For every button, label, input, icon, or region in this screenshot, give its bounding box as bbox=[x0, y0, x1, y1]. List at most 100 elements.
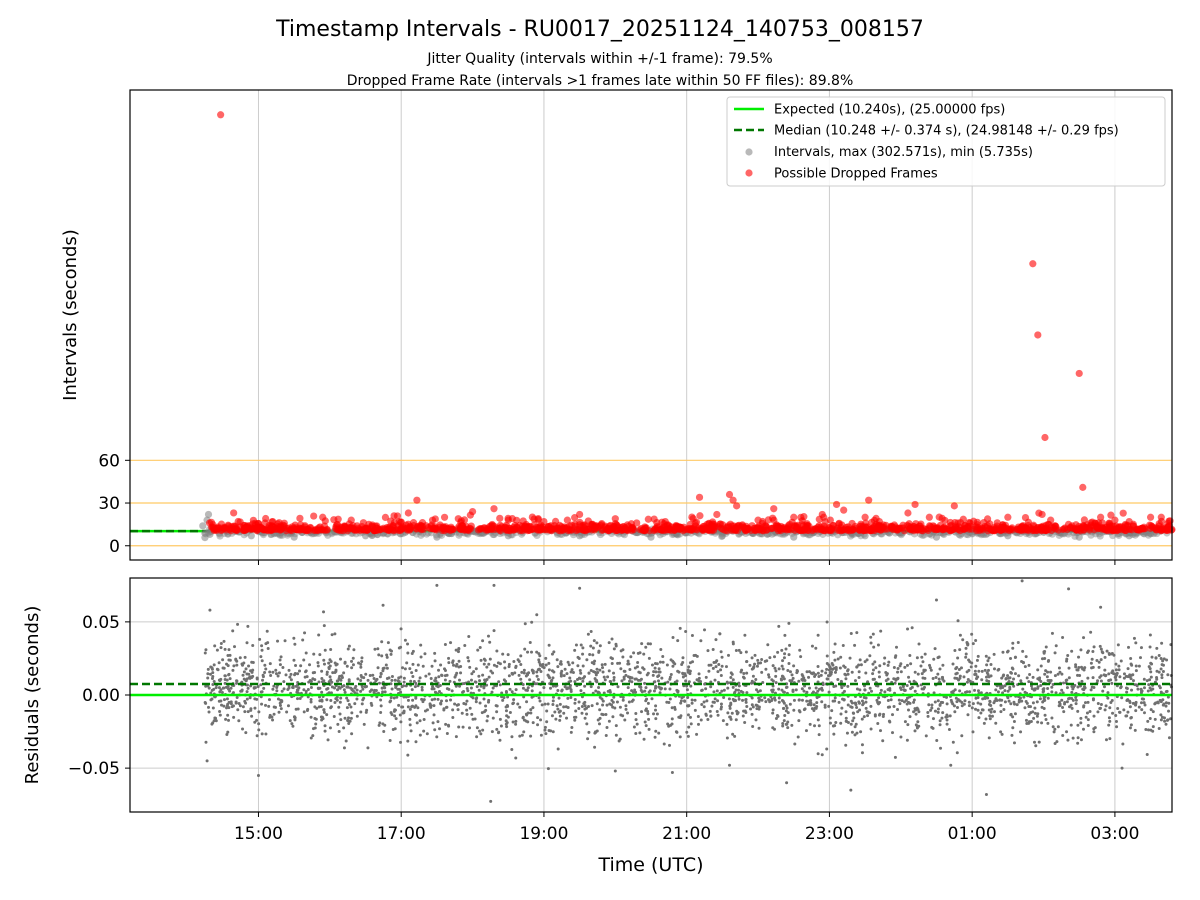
residual-point bbox=[228, 677, 232, 681]
residual-point bbox=[711, 666, 715, 670]
residual-point bbox=[660, 676, 664, 680]
residual-point bbox=[474, 667, 478, 671]
residual-point bbox=[844, 719, 848, 723]
residual-point bbox=[834, 668, 838, 672]
residual-point bbox=[864, 700, 868, 704]
residual-point bbox=[323, 729, 327, 733]
residual-point bbox=[414, 669, 418, 673]
residual-point bbox=[706, 649, 710, 653]
residual-point bbox=[727, 697, 731, 701]
residual-point bbox=[608, 690, 612, 694]
residual-point bbox=[430, 664, 434, 668]
residual-point bbox=[1053, 651, 1057, 655]
residual-point bbox=[902, 700, 906, 704]
residual-point bbox=[360, 702, 364, 706]
residual-point bbox=[1046, 696, 1050, 700]
residual-point bbox=[470, 712, 474, 716]
residual-point bbox=[728, 706, 732, 710]
dropped-frame-point bbox=[432, 526, 440, 534]
residual-point bbox=[322, 624, 326, 628]
residual-point bbox=[751, 674, 755, 678]
residual-point bbox=[378, 675, 382, 679]
residual-point bbox=[1082, 636, 1086, 640]
residual-point bbox=[241, 673, 245, 677]
residual-point bbox=[606, 675, 610, 679]
residual-point bbox=[482, 662, 486, 666]
residual-point bbox=[1025, 676, 1029, 680]
residual-point bbox=[489, 799, 493, 803]
residual-point bbox=[390, 687, 394, 691]
residual-point bbox=[356, 677, 360, 681]
dropped-frame-point bbox=[248, 525, 256, 533]
residual-point bbox=[581, 646, 585, 650]
residual-point bbox=[498, 683, 502, 687]
residual-point bbox=[1103, 655, 1107, 659]
residual-point bbox=[908, 715, 912, 719]
residual-point bbox=[385, 655, 389, 659]
residual-point bbox=[558, 702, 562, 706]
residual-point bbox=[272, 705, 276, 709]
residual-point bbox=[451, 708, 455, 712]
residual-point bbox=[308, 663, 312, 667]
residual-point bbox=[980, 678, 984, 682]
residual-point bbox=[992, 710, 996, 714]
dropped-frame-point bbox=[610, 523, 618, 531]
residual-point bbox=[956, 656, 960, 660]
residual-point bbox=[496, 731, 500, 735]
dropped-frame-point bbox=[611, 515, 619, 523]
residual-point bbox=[933, 647, 937, 651]
dropped-frame-point bbox=[528, 513, 536, 521]
residual-point bbox=[799, 655, 803, 659]
residual-point bbox=[607, 669, 611, 673]
residual-point bbox=[1003, 689, 1007, 693]
residual-point bbox=[399, 645, 403, 649]
residual-point bbox=[820, 669, 824, 673]
dropped-frame-point bbox=[935, 513, 943, 521]
residual-point bbox=[852, 711, 856, 715]
residual-point bbox=[1102, 685, 1106, 689]
residual-point bbox=[451, 716, 455, 720]
residual-point bbox=[474, 697, 478, 701]
residual-point bbox=[1111, 669, 1115, 673]
residual-point bbox=[1076, 668, 1080, 672]
residual-point bbox=[342, 726, 346, 730]
residual-point bbox=[445, 699, 449, 703]
residual-point bbox=[1066, 653, 1070, 657]
residual-point bbox=[763, 696, 767, 700]
residual-point bbox=[699, 639, 703, 643]
residual-point bbox=[233, 645, 237, 649]
residual-point bbox=[695, 678, 699, 682]
dropped-frame-point bbox=[688, 526, 696, 534]
residual-point bbox=[1130, 688, 1134, 692]
residual-point bbox=[503, 666, 507, 670]
residual-point bbox=[979, 702, 983, 706]
residual-point bbox=[549, 729, 553, 733]
residual-point bbox=[915, 726, 919, 730]
residual-point bbox=[325, 698, 329, 702]
residual-point bbox=[813, 706, 817, 710]
residual-point bbox=[551, 702, 555, 706]
residual-point bbox=[495, 710, 499, 714]
residual-point bbox=[261, 673, 265, 677]
residual-point bbox=[562, 711, 566, 715]
dropped-frame-point bbox=[826, 516, 834, 524]
residual-point bbox=[937, 677, 941, 681]
residual-point bbox=[1127, 645, 1131, 649]
residual-point bbox=[505, 725, 509, 729]
residual-point bbox=[432, 704, 436, 708]
residual-point bbox=[278, 663, 282, 667]
residual-point bbox=[269, 673, 273, 677]
residual-point bbox=[640, 710, 644, 714]
residual-point bbox=[955, 706, 959, 710]
residual-point bbox=[579, 643, 583, 647]
residual-point bbox=[1154, 656, 1158, 660]
residual-point bbox=[906, 627, 910, 631]
interval-point bbox=[932, 533, 941, 541]
residual-point bbox=[465, 708, 469, 712]
residual-point bbox=[455, 671, 459, 675]
residual-point bbox=[272, 712, 276, 716]
residual-point bbox=[401, 666, 405, 670]
residual-point bbox=[745, 691, 749, 695]
residual-point bbox=[619, 667, 623, 671]
residual-point bbox=[388, 648, 392, 652]
